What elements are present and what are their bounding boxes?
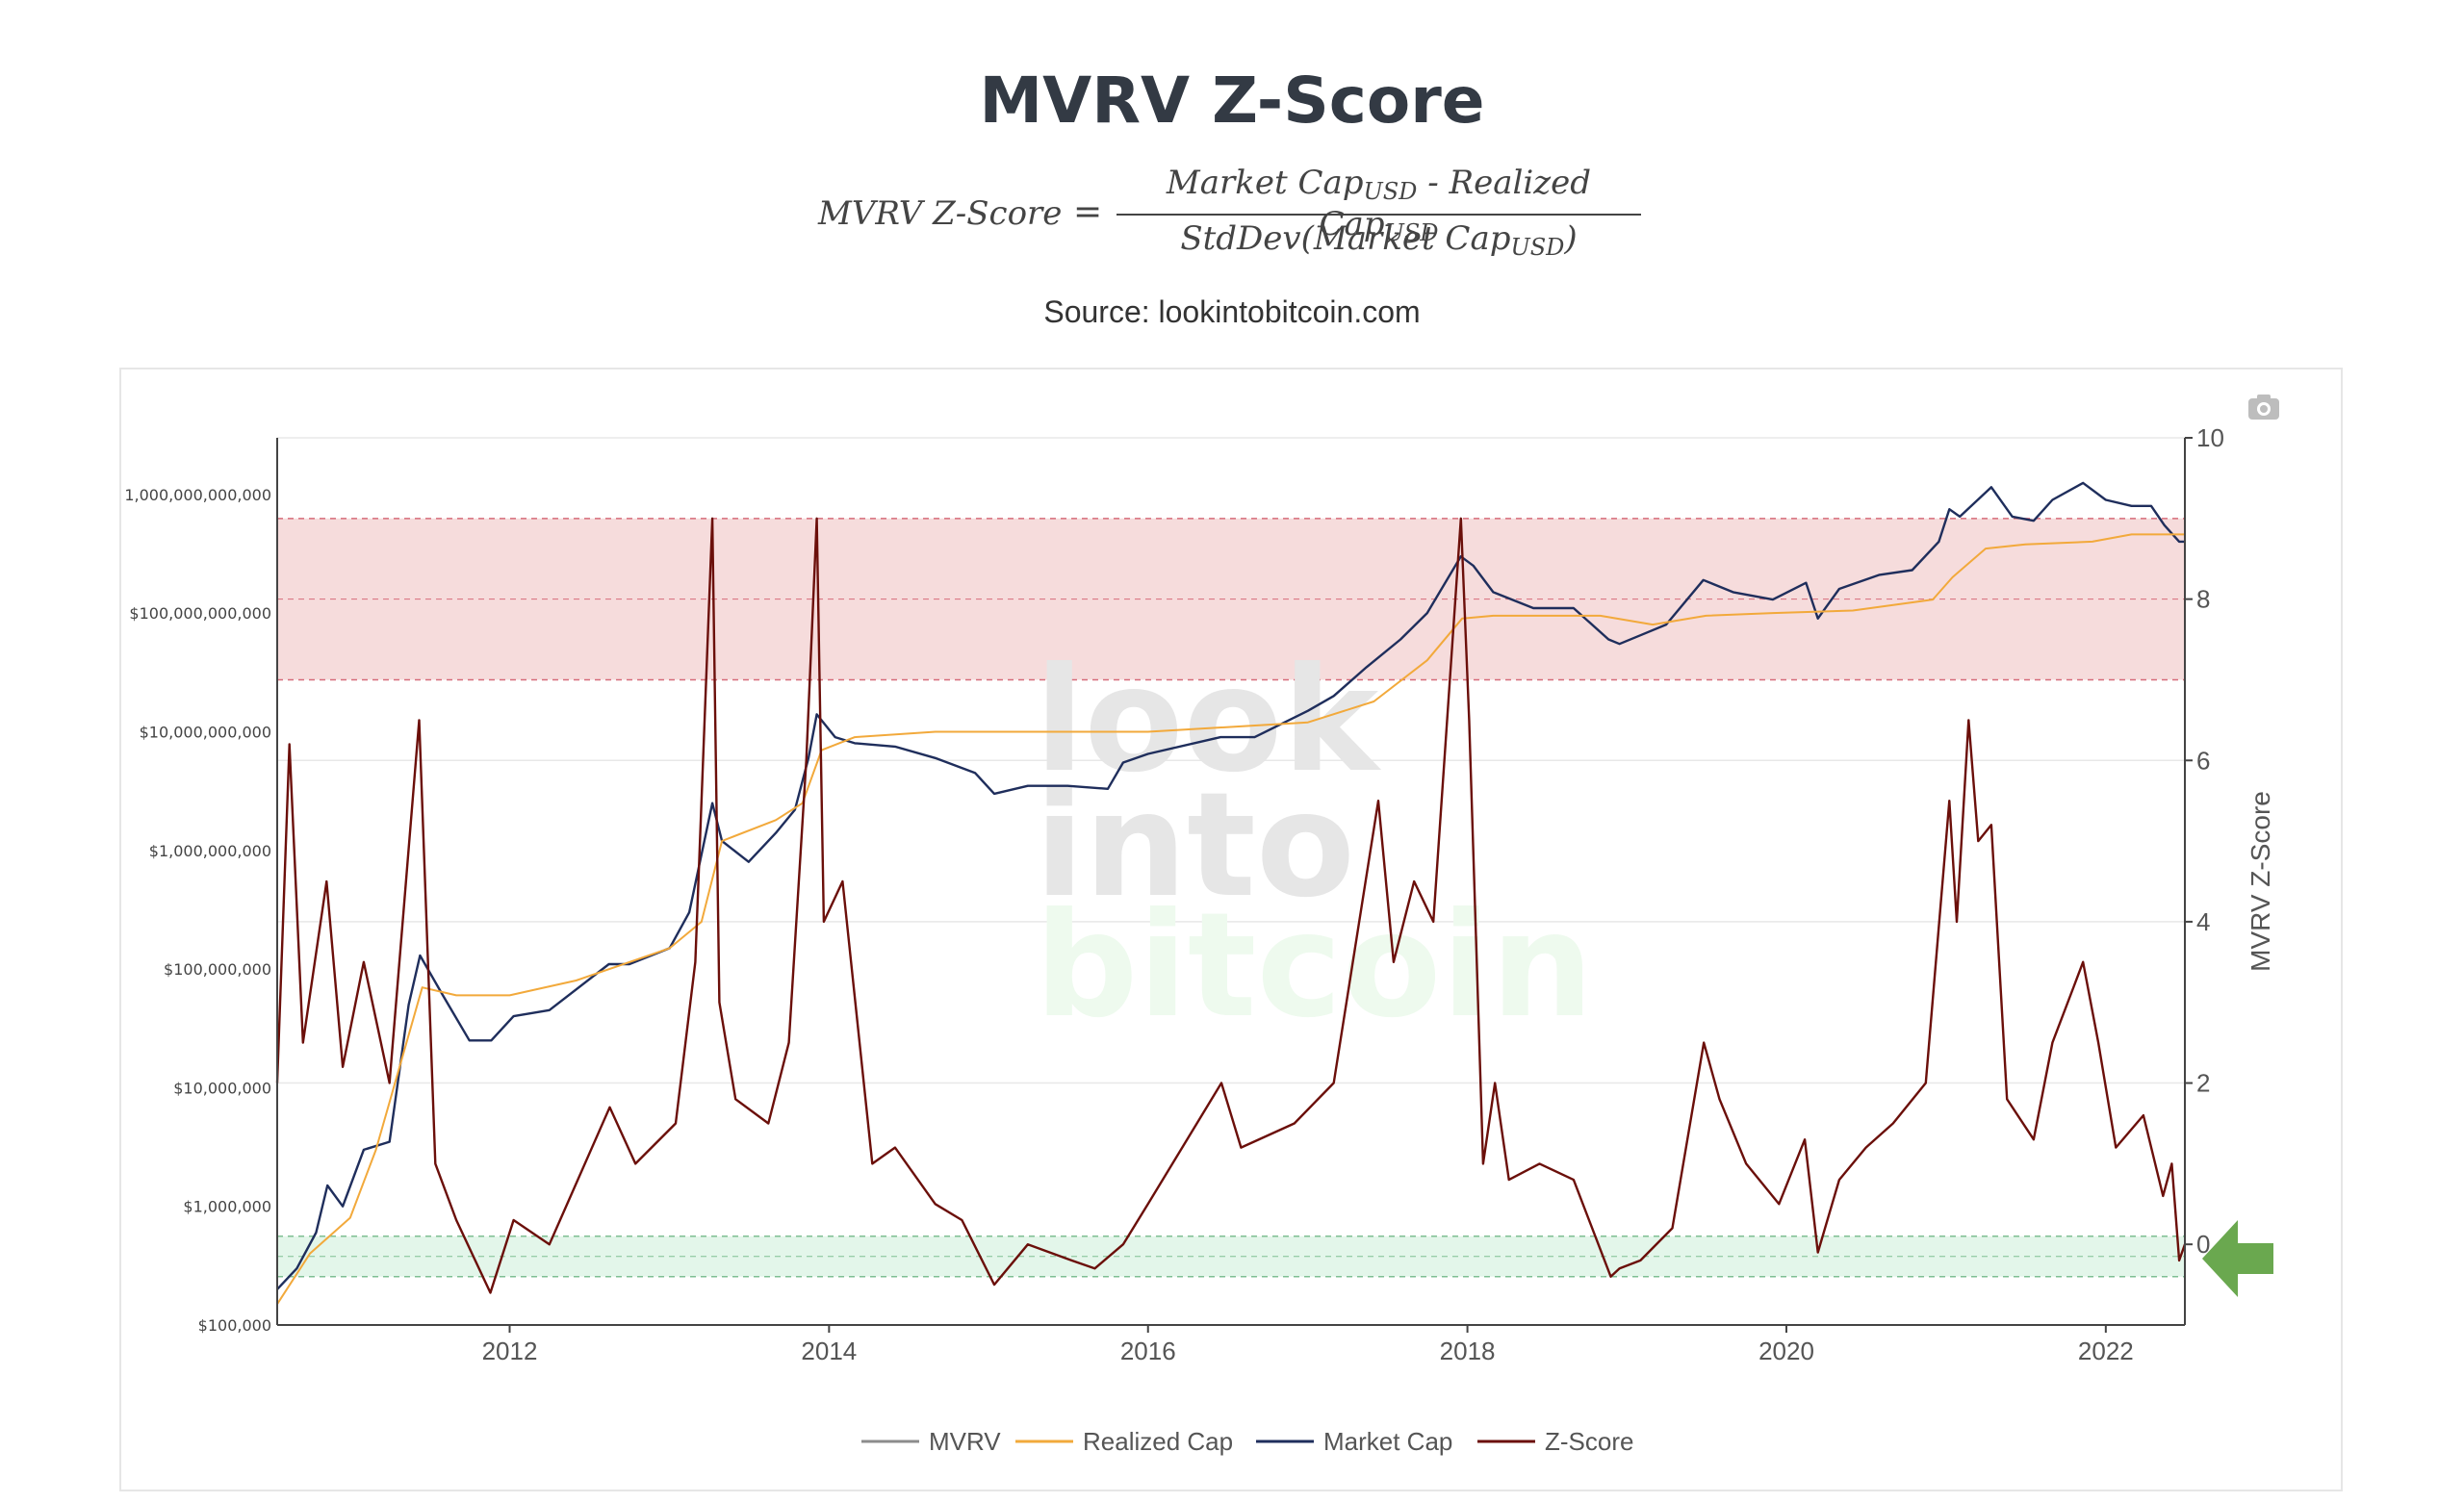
formula-minus: - bbox=[1417, 164, 1450, 202]
formula-denominator-close: ) bbox=[1564, 219, 1578, 258]
legend-item: Z-Score bbox=[1545, 1427, 1633, 1456]
formula-equals: = bbox=[1073, 192, 1103, 232]
formula: MVRV Z-Score = Market CapUSD - Realized … bbox=[0, 164, 2464, 271]
page-title: MVRV Z-Score bbox=[979, 64, 1485, 138]
x-tick-label: 2022 bbox=[2078, 1337, 2134, 1365]
series-market-cap bbox=[276, 481, 2185, 1290]
left-tick-label: $100,000 bbox=[198, 1316, 271, 1335]
formula-lhs: MVRV Z-Score bbox=[818, 194, 1063, 233]
x-tick-label: 2014 bbox=[801, 1337, 857, 1365]
left-tick-label: $1,000,000 bbox=[183, 1198, 271, 1216]
camera-icon[interactable] bbox=[2248, 395, 2279, 420]
x-tick-label: 2012 bbox=[482, 1337, 538, 1365]
legend-item: MVRV bbox=[929, 1427, 1001, 1456]
right-tick-label: 10 bbox=[2196, 423, 2224, 452]
left-tick-label: $10,000,000,000 bbox=[140, 723, 271, 741]
right-tick-label: 2 bbox=[2196, 1069, 2210, 1098]
x-tick-label: 2020 bbox=[1758, 1337, 1814, 1365]
left-tick-label: $10,000,000 bbox=[173, 1079, 271, 1097]
left-tick-label: 1,000,000,000,000 bbox=[124, 486, 271, 504]
right-tick-label: 6 bbox=[2196, 746, 2210, 775]
left-tick-label: $100,000,000 bbox=[164, 960, 271, 979]
formula-subscript: USD bbox=[1384, 219, 1439, 246]
tick-labels: $100,000 $1,000,000 $10,000,000 $100,000,00… bbox=[124, 423, 2224, 1365]
legend-item: Market Cap bbox=[1323, 1427, 1452, 1456]
x-tick-label: 2016 bbox=[1120, 1337, 1176, 1365]
left-tick-label: $100,000,000,000 bbox=[129, 604, 271, 623]
formula-subscript: USD bbox=[1363, 178, 1418, 205]
left-tick-label: $1,000,000,000 bbox=[149, 842, 271, 860]
x-tick-label: 2018 bbox=[1440, 1337, 1496, 1365]
legend: MVRV Realized Cap Market Cap Z-Score bbox=[861, 1427, 1633, 1456]
axes bbox=[276, 438, 2186, 1326]
series-realized-cap bbox=[276, 533, 2185, 1305]
watermark-line-2: into bbox=[1035, 762, 1355, 930]
legend-item: Realized Cap bbox=[1083, 1427, 1233, 1456]
formula-denominator-a: StdDev(Market Cap bbox=[1180, 219, 1511, 258]
zone-bands bbox=[277, 518, 2185, 1278]
watermark-line-1: look bbox=[1035, 637, 1382, 804]
right-tick-label: 0 bbox=[2196, 1230, 2210, 1259]
formula-numerator-a: Market Cap bbox=[1166, 164, 1364, 202]
formula-numerator: Market CapUSD - Realized CapUSD bbox=[1116, 164, 1641, 246]
series-z-score bbox=[275, 517, 2187, 1294]
right-axis-title: MVRV Z-Score bbox=[2246, 791, 2275, 972]
right-tick-label: 8 bbox=[2196, 585, 2210, 614]
watermark: look into bitcoin bbox=[1035, 637, 1594, 1050]
right-tick-label: 4 bbox=[2196, 907, 2210, 936]
series-layer bbox=[275, 481, 2187, 1305]
source-label: Source: lookintobitcoin.com bbox=[1043, 294, 1421, 329]
green-arrow-left-icon bbox=[2202, 1220, 2273, 1297]
formula-numerator-b: Realized Cap bbox=[1319, 164, 1592, 243]
watermark-line-3: bitcoin bbox=[1035, 882, 1594, 1050]
formula-denominator: StdDev(Market CapUSD) bbox=[1116, 219, 1641, 261]
chart-panel bbox=[119, 368, 2343, 1491]
formula-fraction-bar bbox=[1116, 214, 1641, 216]
formula-subscript: USD bbox=[1510, 234, 1565, 261]
